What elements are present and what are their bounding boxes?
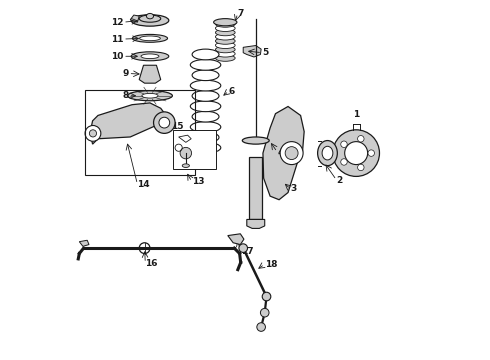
Ellipse shape [127, 91, 172, 101]
Ellipse shape [190, 80, 221, 91]
Text: 16: 16 [146, 259, 158, 268]
Ellipse shape [322, 146, 333, 160]
Bar [85, 90, 195, 175]
Ellipse shape [214, 19, 237, 26]
Ellipse shape [216, 55, 235, 61]
Ellipse shape [216, 33, 235, 40]
Ellipse shape [182, 164, 190, 167]
Ellipse shape [190, 122, 221, 132]
Ellipse shape [318, 140, 337, 166]
Bar [249, 157, 262, 220]
Ellipse shape [192, 70, 219, 81]
Text: 8: 8 [122, 91, 128, 100]
Ellipse shape [190, 101, 221, 112]
Ellipse shape [192, 91, 219, 101]
Ellipse shape [131, 52, 169, 61]
Ellipse shape [192, 49, 219, 60]
Circle shape [159, 117, 170, 128]
Text: 12: 12 [111, 18, 123, 27]
Ellipse shape [216, 25, 235, 31]
Ellipse shape [216, 42, 235, 49]
Circle shape [341, 159, 347, 165]
Polygon shape [139, 65, 161, 83]
Text: 15: 15 [172, 122, 184, 131]
Text: 5: 5 [262, 48, 269, 57]
Text: 10: 10 [111, 52, 123, 61]
Circle shape [260, 309, 269, 317]
Circle shape [89, 130, 97, 137]
Ellipse shape [243, 137, 269, 144]
Bar [173, 130, 216, 169]
Text: 9: 9 [122, 69, 128, 78]
Ellipse shape [132, 35, 168, 42]
Circle shape [368, 150, 374, 156]
Ellipse shape [216, 29, 235, 36]
Text: 14: 14 [137, 180, 150, 189]
Text: 1: 1 [353, 110, 359, 119]
Circle shape [358, 164, 364, 171]
Text: 11: 11 [111, 35, 123, 44]
Ellipse shape [140, 36, 160, 41]
Polygon shape [90, 103, 166, 144]
Ellipse shape [190, 142, 221, 153]
Circle shape [180, 147, 192, 159]
Text: 17: 17 [241, 247, 253, 256]
Polygon shape [79, 240, 89, 246]
Text: 18: 18 [265, 260, 277, 269]
Ellipse shape [139, 15, 161, 22]
Text: 6: 6 [229, 86, 235, 95]
Polygon shape [130, 15, 139, 22]
Text: 4: 4 [277, 148, 284, 157]
Polygon shape [263, 107, 304, 200]
Polygon shape [247, 220, 265, 228]
Ellipse shape [216, 38, 235, 44]
Text: 2: 2 [337, 176, 343, 185]
Polygon shape [243, 45, 261, 57]
Ellipse shape [192, 132, 219, 143]
Circle shape [262, 292, 271, 301]
Circle shape [333, 130, 379, 176]
Ellipse shape [147, 13, 153, 19]
Circle shape [341, 141, 347, 148]
Circle shape [153, 112, 175, 134]
Ellipse shape [216, 46, 235, 53]
Ellipse shape [216, 21, 235, 27]
Text: 13: 13 [192, 177, 204, 186]
Ellipse shape [216, 51, 235, 57]
Text: 3: 3 [291, 184, 297, 193]
Circle shape [257, 323, 266, 331]
Polygon shape [228, 234, 244, 244]
Text: 7: 7 [238, 9, 244, 18]
Circle shape [239, 244, 247, 252]
Circle shape [280, 141, 303, 165]
Ellipse shape [190, 59, 221, 70]
Ellipse shape [192, 111, 219, 122]
Circle shape [85, 126, 101, 141]
Circle shape [358, 136, 364, 142]
Ellipse shape [141, 54, 159, 59]
Ellipse shape [131, 15, 169, 26]
Circle shape [344, 141, 368, 165]
Ellipse shape [142, 93, 158, 98]
Circle shape [285, 147, 298, 159]
